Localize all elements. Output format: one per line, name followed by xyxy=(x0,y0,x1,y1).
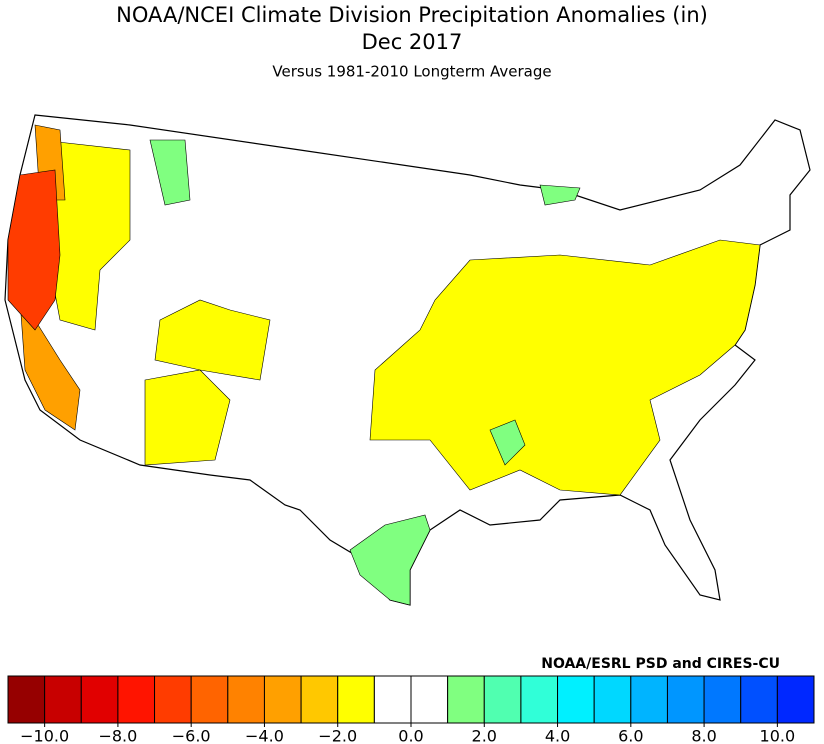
colorbar-box xyxy=(520,675,559,724)
colorbar-box xyxy=(410,675,449,724)
colorbar-tick-label: 6.0 xyxy=(618,727,643,744)
colorbar-box xyxy=(373,675,412,724)
region-dry xyxy=(369,239,761,496)
colorbar-tick-label: −10.0 xyxy=(20,727,69,744)
colorbar-box xyxy=(7,675,46,724)
region-wet xyxy=(149,139,581,606)
colorbar-box xyxy=(557,675,595,724)
us-map xyxy=(4,114,811,606)
title: NOAA/NCEI Climate Division Precipitation… xyxy=(116,3,708,27)
colorbar-box xyxy=(300,675,339,724)
colorbar-box xyxy=(776,675,815,724)
colorbar-box xyxy=(337,675,375,724)
credit: NOAA/ESRL PSD and CIRES-CU xyxy=(541,656,780,672)
colorbar-box xyxy=(666,675,705,724)
colorbar-box xyxy=(593,675,632,724)
colorbar-box xyxy=(263,675,302,724)
colorbar-tick-label: 10.0 xyxy=(760,727,796,744)
colorbar-tick-label: −6.0 xyxy=(172,727,211,744)
region-dry xyxy=(144,299,271,466)
colorbar-tick-label: 4.0 xyxy=(545,727,570,744)
colorbar-box xyxy=(483,675,522,724)
colorbar-box xyxy=(740,675,778,724)
subtitle: Versus 1981-2010 Longterm Average xyxy=(272,63,551,81)
colorbar-tick-label: 2.0 xyxy=(472,727,497,744)
date: Dec 2017 xyxy=(362,30,463,54)
colorbar-tick-label: −2.0 xyxy=(318,727,357,744)
colorbar-box xyxy=(190,675,229,724)
colorbar-box xyxy=(447,675,485,724)
colorbar-box xyxy=(227,675,265,724)
colorbar-box xyxy=(80,675,119,724)
region-extreme-dry xyxy=(7,169,61,331)
colorbar: −10.0 −8.0 −6.0 −4.0 −2.0 0.0 2.0 4.0 6.0 8.0 10.0 xyxy=(7,675,815,744)
colorbar-tick-label: −4.0 xyxy=(245,727,284,744)
colorbar-box xyxy=(117,675,156,724)
colorbar-tick-label: −8.0 xyxy=(98,727,137,744)
colorbar-box xyxy=(703,675,742,724)
colorbar-box xyxy=(630,675,668,724)
colorbar-tick-label: 8.0 xyxy=(691,727,716,744)
colorbar-box xyxy=(154,675,192,724)
colorbar-box xyxy=(44,675,82,724)
colorbar-tick-label: 0.0 xyxy=(398,727,423,744)
